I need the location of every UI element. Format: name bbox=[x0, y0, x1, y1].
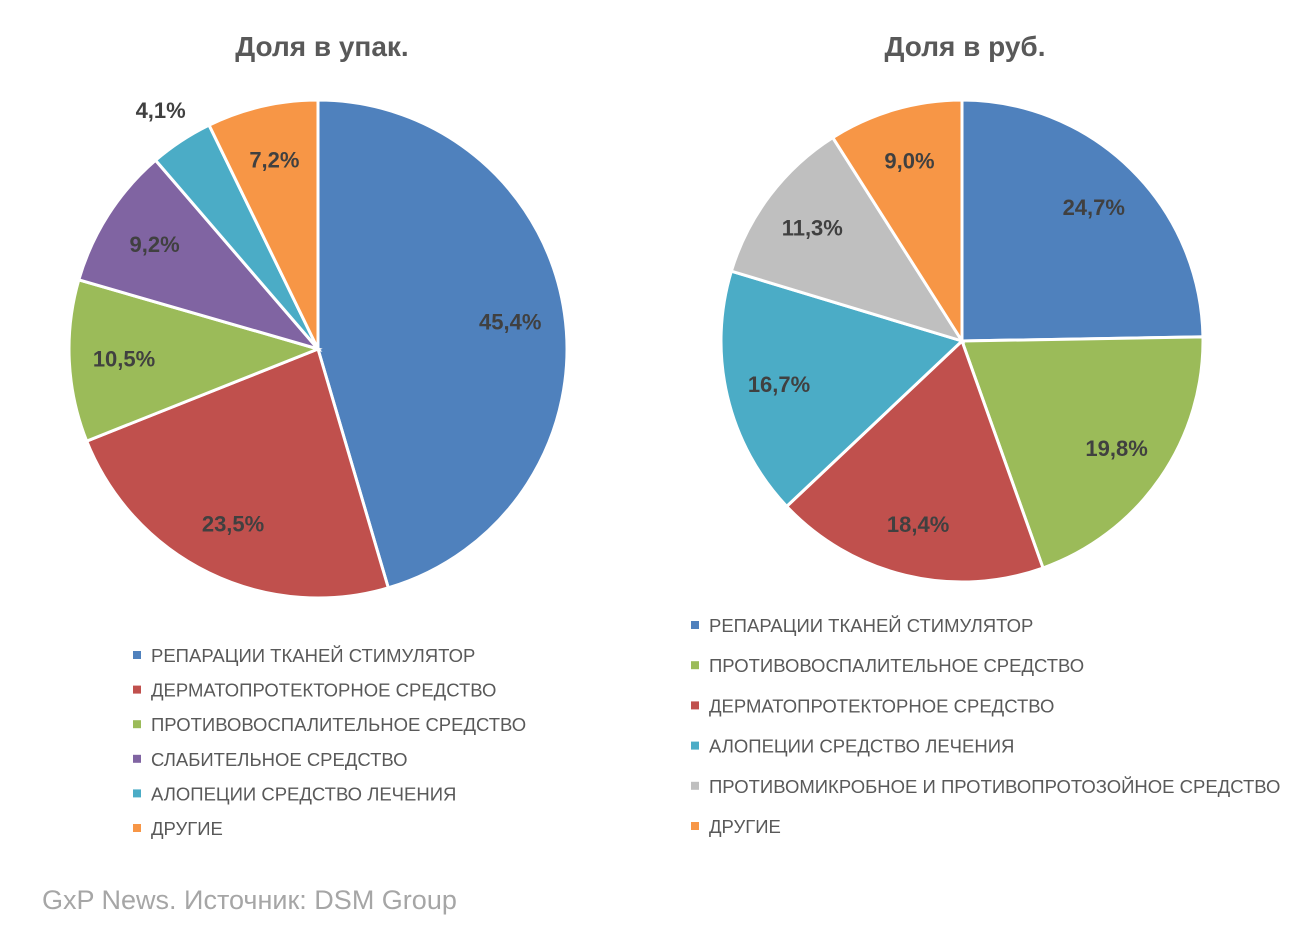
pie-slice bbox=[719, 269, 965, 509]
legend-entry: ДРУГИЕ bbox=[151, 818, 223, 839]
data-label: 45,4% bbox=[479, 309, 541, 334]
pie-slice bbox=[67, 277, 323, 444]
pie-slice bbox=[207, 98, 320, 350]
legend-entry: СЛАБИТЕЛЬНОЕ СРЕДСТВО bbox=[151, 749, 408, 770]
legend-entry: ДЕРМАТОПРОТЕКТОРНОЕ СРЕДСТВО bbox=[151, 680, 496, 701]
data-label: 11,3% bbox=[782, 215, 843, 240]
legend-entry: ПРОТИВОМИКРОБНОЕ И ПРОТИВОПРОТОЗОЙНОЕ СР… bbox=[709, 776, 1280, 797]
legend-entry: РЕПАРАЦИИ ТКАНЕЙ СТИМУЛЯТОР bbox=[151, 645, 475, 666]
pie-chart-1: Доля в упак. 45,4% 23,5% 10,5% 9,2% 4,1% 7,2% Р… bbox=[67, 31, 569, 839]
legend-entry: РЕПАРАЦИИ ТКАНЕЙ СТИМУЛЯТОР bbox=[709, 615, 1033, 636]
chart-title: Доля в упак. bbox=[235, 31, 408, 62]
pie-slice bbox=[729, 135, 966, 344]
legend-marker bbox=[133, 789, 141, 798]
legend-marker bbox=[691, 661, 699, 670]
data-label: 19,8% bbox=[1085, 436, 1147, 461]
pie-slice bbox=[76, 158, 323, 352]
data-label: 23,5% bbox=[202, 512, 264, 537]
pie-slice bbox=[830, 98, 964, 347]
data-label: 9,2% bbox=[129, 232, 179, 257]
legend-marker bbox=[691, 781, 699, 790]
data-label: 18,4% bbox=[887, 512, 949, 537]
legend-entry: АЛОПЕЦИИ СРЕДСТВО ЛЕЧЕНИЯ bbox=[151, 783, 456, 804]
chart-title: Доля в руб. bbox=[885, 31, 1046, 62]
source-footer: GxP News. Источник: DSM Group bbox=[42, 885, 457, 915]
legend-entry: ДЕРМАТОПРОТЕКТОРНОЕ СРЕДСТВО bbox=[709, 695, 1054, 716]
data-label: 24,7% bbox=[1063, 195, 1125, 220]
data-label: 16,7% bbox=[748, 372, 810, 397]
legend-entry: ПРОТИВОВОСПАЛИТЕЛЬНОЕ СРЕДСТВО bbox=[709, 655, 1084, 676]
data-label: 7,2% bbox=[249, 148, 299, 173]
legend-marker bbox=[133, 651, 141, 659]
legend-marker bbox=[691, 822, 699, 830]
data-label: 9,0% bbox=[884, 148, 934, 173]
legend-marker bbox=[691, 701, 699, 710]
pie-chart-2: Доля в руб. 24,7% 19,8% 18,4% 16,7% 11,3% 9,0%… bbox=[691, 31, 1280, 837]
data-label: 4,1% bbox=[136, 98, 186, 123]
legend-entry: ПРОТИВОВОСПАЛИТЕЛЬНОЕ СРЕДСТВО bbox=[151, 714, 526, 735]
legend-marker bbox=[133, 720, 141, 729]
legend-marker bbox=[133, 824, 141, 832]
pie-slice bbox=[960, 98, 1205, 343]
legend-marker bbox=[133, 754, 141, 763]
pie-slice bbox=[959, 335, 1205, 570]
legend-entry: ДРУГИЕ bbox=[709, 816, 781, 837]
data-label: 10,5% bbox=[93, 346, 155, 371]
legend-entry: АЛОПЕЦИИ СРЕДСТВО ЛЕЧЕНИЯ bbox=[709, 736, 1014, 757]
legend-marker bbox=[691, 741, 699, 750]
legend-marker bbox=[133, 685, 141, 694]
legend-marker bbox=[691, 621, 699, 629]
pie-slice bbox=[316, 98, 569, 590]
pie-slice bbox=[784, 338, 1045, 584]
